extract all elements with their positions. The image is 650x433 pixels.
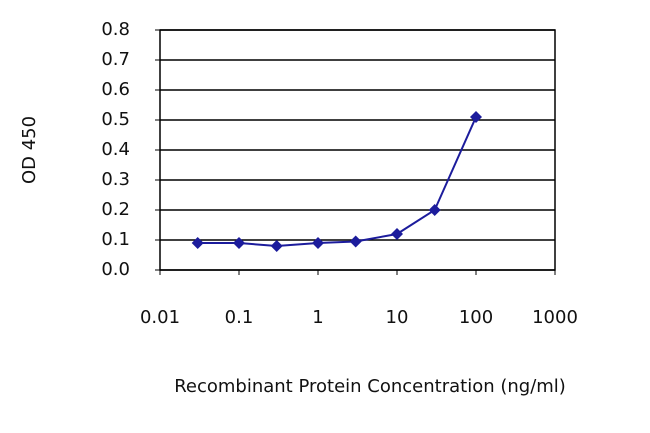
data-line — [197, 116, 477, 248]
data-point — [191, 237, 204, 249]
y-tick-label: 0.0 — [101, 259, 130, 280]
data-point — [349, 235, 362, 248]
x-tick-label: 1 — [312, 307, 323, 328]
y-axis-label: OD 450 — [19, 116, 40, 184]
x-tick-label: 0.1 — [225, 307, 254, 328]
data-point — [428, 204, 441, 216]
y-tick-label: 0.3 — [101, 169, 130, 190]
x-tick-label: 10 — [386, 307, 409, 328]
x-tick-label: 100 — [459, 307, 493, 328]
x-tick-label: 1000 — [532, 307, 578, 328]
y-tick-label: 0.2 — [101, 199, 130, 220]
y-tick-label: 0.7 — [101, 49, 130, 70]
data-point — [233, 237, 245, 249]
y-tick-label: 0.4 — [101, 139, 130, 160]
data-point — [391, 228, 403, 240]
y-tick-label: 0.8 — [101, 19, 130, 40]
y-tick-label: 0.1 — [101, 229, 130, 250]
data-point — [270, 240, 283, 252]
x-axis-label: Recombinant Protein Concentration (ng/ml… — [174, 376, 566, 397]
y-tick-label: 0.6 — [101, 79, 130, 100]
data-point — [470, 111, 482, 123]
data-point — [312, 237, 324, 249]
y-tick-label: 0.5 — [101, 109, 130, 130]
x-tick-label: 0.01 — [140, 307, 180, 328]
